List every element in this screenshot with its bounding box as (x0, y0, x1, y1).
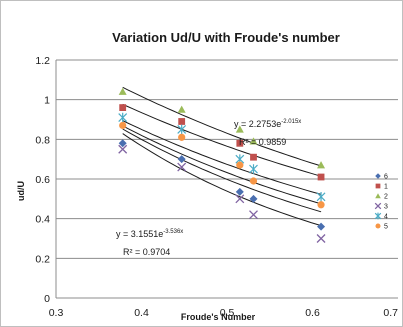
data-points (118, 87, 326, 243)
x-tick-0.3: 0.3 (49, 307, 64, 319)
point-series-2-4 (249, 137, 258, 145)
legend-marker-1 (375, 183, 381, 189)
point-series-5-4 (249, 177, 258, 185)
legend-label-1: 1 (384, 184, 388, 191)
legend-label-6: 6 (384, 174, 388, 181)
chart-title: Variation Ud/U with Froude's number (112, 30, 340, 45)
legend-marker-5 (375, 223, 381, 229)
trendline-series-5 (122, 125, 322, 205)
y-tick-0: 0 (44, 293, 50, 305)
trendline-series-1 (122, 103, 322, 177)
r2-2: R² = 0.9704 (123, 247, 170, 257)
legend-marker-3 (374, 202, 382, 210)
trendline-series-4 (122, 120, 322, 195)
point-series-3-2 (177, 162, 187, 172)
point-series-2-3 (235, 125, 244, 133)
legend-marker-4 (374, 212, 382, 220)
point-series-2-2 (177, 105, 186, 113)
point-series-1-1 (119, 104, 127, 111)
equation-annotation-1: y = 2.2753e-2.015x R² = 0.9859 (234, 119, 301, 147)
y-tick-0.4: 0.4 (35, 214, 50, 226)
y-tick-0.6: 0.6 (35, 174, 50, 186)
point-series-4-2 (177, 124, 187, 135)
point-series-5-5 (317, 201, 325, 209)
legend-marker-2 (375, 193, 381, 199)
legend-marker-6 (375, 173, 381, 179)
axes (55, 60, 398, 299)
trendlines (122, 86, 322, 227)
x-tick-0.7: 0.7 (383, 307, 398, 319)
y-tick-0.2: 0.2 (35, 253, 50, 265)
point-series-6-2 (177, 155, 186, 164)
legend-label-3: 3 (384, 204, 388, 211)
point-series-6-3 (235, 187, 244, 196)
point-series-3-5 (316, 234, 326, 243)
legend-label-4: 4 (384, 214, 388, 221)
x-tick-0.4: 0.4 (134, 307, 149, 319)
point-series-4-1 (118, 112, 128, 123)
point-series-4-4 (249, 164, 258, 174)
equation-annotation-2: y = 3.1551e-3.536x R² = 0.9704 (116, 229, 183, 257)
point-series-6-4 (249, 194, 258, 203)
x-axis-label: Froude's Number (181, 312, 256, 322)
point-series-5-1 (119, 121, 127, 130)
point-series-5-3 (236, 161, 244, 169)
point-series-2-5 (317, 161, 326, 169)
point-series-4-5 (316, 192, 326, 202)
x-tick-0.6: 0.6 (305, 307, 320, 319)
y-axis-label: ud/U (16, 181, 26, 201)
legend-label-5: 5 (384, 224, 388, 231)
x-tick-labels: 0.3 0.4 0.5 0.6 0.7 (49, 307, 398, 319)
y-tick-0.8: 0.8 (35, 134, 50, 146)
point-series-1-4 (250, 153, 257, 161)
point-series-5-2 (178, 133, 186, 141)
point-series-6-1 (118, 139, 127, 148)
point-series-3-4 (249, 210, 258, 220)
point-series-6-5 (317, 222, 326, 231)
legend-label-2: 2 (384, 194, 388, 201)
y-tick-1: 1 (44, 95, 50, 107)
legend: 6 1 2 3 4 5 (374, 173, 388, 231)
point-series-2-1 (118, 87, 127, 95)
y-tick-1.2: 1.2 (35, 55, 50, 67)
trendline-series-6 (122, 128, 322, 213)
point-series-1-2 (178, 118, 186, 125)
equation-1: y = 2.2753e-2.015x (234, 119, 301, 129)
point-series-3-3 (235, 194, 245, 204)
trendline-series-2 (122, 86, 322, 167)
point-series-1-3 (236, 139, 244, 147)
point-series-3-1 (118, 144, 128, 154)
trendline-series-3 (122, 133, 322, 227)
equation-2: y = 3.1551e-3.536x (116, 229, 183, 239)
point-series-1-5 (317, 173, 325, 181)
r2-1: R² = 0.9859 (239, 137, 286, 147)
y-tick-labels: 0 0.2 0.4 0.6 0.8 1 1.2 (35, 55, 50, 305)
x-tick-0.5: 0.5 (220, 307, 235, 319)
